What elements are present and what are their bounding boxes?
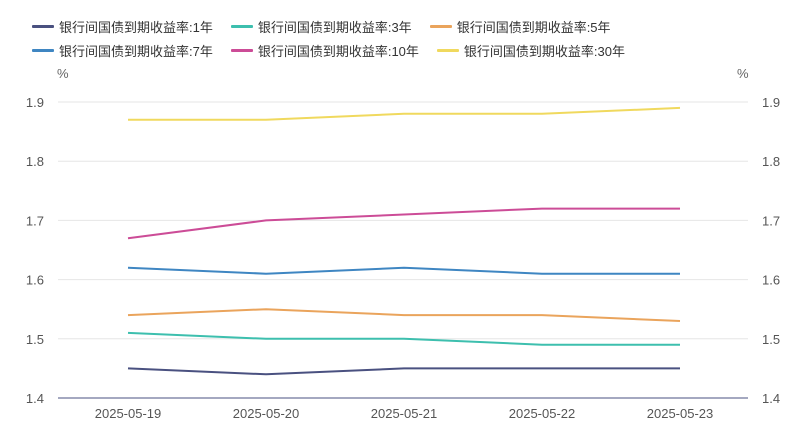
y-tick-right-1.7: 1.7: [762, 213, 780, 228]
legend-swatch-5y: [429, 24, 452, 28]
legend-label-10y: 银行间国债到期收益率:10年: [257, 43, 419, 59]
legend-swatch-30y: [436, 48, 459, 52]
y-tick-right-1.5: 1.5: [762, 332, 780, 347]
x-tick-2025-05-21: 2025-05-21: [371, 406, 438, 421]
legend-row-1: 银行间国债到期收益率:1年 银行间国债到期收益率:3年 银行间国债到期收益率:5…: [32, 14, 732, 38]
legend-swatch-7y: [32, 48, 54, 52]
legend-swatch-3y: [230, 24, 253, 28]
chart-legend: 银行间国债到期收益率:1年 银行间国债到期收益率:3年 银行间国债到期收益率:5…: [32, 14, 732, 62]
legend-item-10y[interactable]: 银行间国债到期收益率:10年: [230, 38, 419, 62]
legend-item-3y[interactable]: 银行间国债到期收益率:3年: [230, 14, 412, 38]
legend-item-7y[interactable]: 银行间国债到期收益率:7年: [32, 38, 213, 62]
series-line-0[interactable]: [127, 367, 680, 376]
y-tick-left-1.6: 1.6: [26, 273, 44, 288]
legend-label-30y: 银行间国债到期收益率:30年: [463, 43, 625, 59]
x-tick-2025-05-20: 2025-05-20: [233, 406, 300, 421]
series-line-5[interactable]: [128, 106, 681, 121]
y-tick-left-1.4: 1.4: [26, 391, 44, 406]
y-tick-left-1.5: 1.5: [26, 332, 44, 347]
y-tick-left-1.8: 1.8: [26, 154, 44, 169]
y-tick-right-1.8: 1.8: [762, 154, 780, 169]
legend-item-5y[interactable]: 银行间国债到期收益率:5年: [429, 14, 611, 38]
y-tick-left-1.7: 1.7: [26, 213, 44, 228]
y-tick-right-1.9: 1.9: [762, 95, 780, 110]
series-line-4[interactable]: [127, 207, 680, 240]
legend-label-1y: 银行间国债到期收益率:1年: [59, 19, 213, 35]
x-tick-2025-05-23: 2025-05-23: [647, 406, 714, 421]
legend-row-2: 银行间国债到期收益率:7年 银行间国债到期收益率:10年 银行间国债到期收益率:…: [32, 38, 732, 62]
y-tick-right-1.6: 1.6: [762, 273, 780, 288]
legend-label-3y: 银行间国债到期收益率:3年: [257, 19, 412, 35]
legend-item-30y[interactable]: 银行间国债到期收益率:30年: [436, 38, 625, 62]
y-tick-right-1.4: 1.4: [762, 391, 780, 406]
y-axis-unit-left: %: [57, 66, 69, 81]
legend-label-7y: 银行间国债到期收益率:7年: [59, 43, 213, 59]
legend-swatch-10y: [230, 48, 253, 52]
x-tick-2025-05-22: 2025-05-22: [509, 406, 576, 421]
y-tick-left-1.9: 1.9: [26, 95, 44, 110]
y-axis-unit-right: %: [737, 66, 749, 81]
legend-swatch-1y: [32, 24, 54, 28]
legend-item-1y[interactable]: 银行间国债到期收益率:1年: [32, 14, 213, 38]
x-tick-2025-05-19: 2025-05-19: [95, 406, 162, 421]
series-line-3[interactable]: [127, 266, 680, 275]
series-line-2[interactable]: [127, 308, 681, 322]
legend-label-5y: 银行间国债到期收益率:5年: [456, 19, 611, 35]
